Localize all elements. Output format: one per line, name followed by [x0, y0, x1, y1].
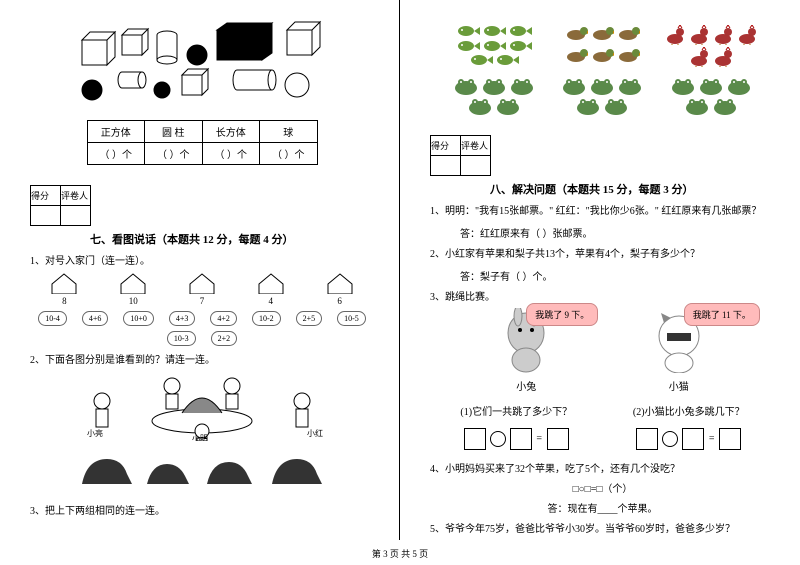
- q8-1-answer[interactable]: 答：红红原来有（ ）张邮票。: [460, 225, 775, 240]
- house: 6: [325, 272, 355, 306]
- cloud: 10-5: [337, 311, 366, 326]
- fish-group-1: [444, 25, 544, 67]
- dino-row: [30, 449, 374, 497]
- q8-4: 4、小明妈妈买来了32个苹果，吃了5个，还有几个没吃？: [430, 460, 775, 475]
- q7-1: 1、对号入家门（连一连）。: [30, 252, 374, 267]
- shapes-figure: [30, 20, 374, 110]
- cloud: 2+2: [211, 331, 238, 346]
- th-cylinder: 圆 柱: [145, 121, 203, 143]
- frog-group-3: [661, 77, 761, 115]
- score-label: 得分: [31, 186, 61, 206]
- cat-box: 我跳了 11 下。 小猫: [649, 308, 709, 393]
- house: 10: [118, 272, 148, 306]
- frog-group-1: [444, 77, 544, 115]
- cat-label: 小猫: [649, 378, 709, 393]
- frog-group-2: [552, 77, 652, 115]
- q8-3-sub: (1)它们一共跳了多少下？ (2)小猫比小兔多跳几下？: [430, 403, 775, 418]
- cloud-row: 10-4 4+6 10+0 4+3 4+2 10-2 2+5 10-5 10-3…: [30, 311, 374, 346]
- section-8-title: 八、解决问题（本题共 15 分，每题 3 分）: [490, 181, 775, 197]
- q8-4-answer[interactable]: 答：现在有____个苹果。: [430, 500, 775, 515]
- cloud: 2+5: [296, 311, 323, 326]
- score-box-7: 得分评卷人: [30, 185, 374, 226]
- cloud: 4+3: [169, 311, 196, 326]
- cloud: 4+6: [82, 311, 109, 326]
- q8-1: 1、明明："我有15张邮票。" 红红："我比你少6张。" 红红原来有几张邮票？: [430, 202, 775, 217]
- cloud: 10-2: [252, 311, 281, 326]
- chicken-group: [661, 25, 761, 67]
- score-label: 得分: [431, 136, 461, 156]
- cloud: 10-3: [167, 331, 196, 346]
- th-cuboid: 长方体: [202, 121, 260, 143]
- duck-group: [552, 25, 652, 67]
- grader-label: 评卷人: [461, 136, 491, 156]
- kids-figure: 小亮 小明 小红: [30, 371, 374, 444]
- fish-row: [440, 25, 765, 67]
- q8-2-answer[interactable]: 答：梨子有（ ）个。: [460, 268, 775, 283]
- left-column: 正方体 圆 柱 长方体 球 （ ）个 （ ）个 （ ）个 （ ）个 得分评卷人 …: [0, 0, 400, 540]
- th-sphere: 球: [260, 121, 318, 143]
- q8-3b: (2)小猫比小兔多跳几下？: [633, 403, 745, 418]
- q7-2: 2、下面各图分别是谁看到的？请连一连。: [30, 351, 374, 366]
- q8-5: 5、爷爷今年75岁，爸爸比爷爷小30岁。当爷爷60岁时，爸爸多少岁？: [430, 520, 775, 535]
- shapes-count-table: 正方体 圆 柱 长方体 球 （ ）个 （ ）个 （ ）个 （ ）个: [87, 120, 318, 165]
- frog-row: [440, 77, 765, 115]
- svg-text:小明: 小明: [192, 434, 208, 441]
- section-7-title: 七、看图说话（本题共 12 分，每题 4 分）: [90, 231, 374, 247]
- page-footer: 第 3 页 共 5 页: [0, 547, 800, 560]
- house-row: 8 10 7 4 6: [30, 272, 374, 306]
- svg-text:小红: 小红: [307, 428, 323, 438]
- house: 7: [187, 272, 217, 306]
- td-cuboid[interactable]: （ ）个: [202, 143, 260, 165]
- td-sphere[interactable]: （ ）个: [260, 143, 318, 165]
- house: 4: [256, 272, 286, 306]
- speech-bubble-1: 我跳了 9 下。: [526, 303, 598, 326]
- rabbit-label: 小兔: [496, 378, 556, 393]
- grader-label: 评卷人: [61, 186, 91, 206]
- q8-3-boxes[interactable]: = =: [430, 428, 775, 450]
- td-cube[interactable]: （ ）个: [87, 143, 145, 165]
- td-cylinder[interactable]: （ ）个: [145, 143, 203, 165]
- q8-3: 3、跳绳比赛。: [430, 288, 775, 303]
- right-column: 得分评卷人 八、解决问题（本题共 15 分，每题 3 分） 1、明明："我有15…: [400, 0, 800, 540]
- cloud: 4+2: [210, 311, 237, 326]
- q8-4-boxes[interactable]: □○□=□（个）: [430, 480, 775, 495]
- svg-text:小亮: 小亮: [87, 428, 103, 438]
- speech-bubble-2: 我跳了 11 下。: [684, 303, 760, 326]
- th-cube: 正方体: [87, 121, 145, 143]
- shapes-svg: [62, 20, 342, 110]
- q8-2: 2、小红家有苹果和梨子共13个，苹果有4个，梨子有多少个？: [430, 245, 775, 260]
- score-box-8: 得分评卷人: [430, 135, 775, 176]
- house: 8: [49, 272, 79, 306]
- rabbits-figure: 我跳了 9 下。 小兔 我跳了 11 下。 小猫: [450, 308, 755, 393]
- q7-3: 3、把上下两组相同的连一连。: [30, 502, 374, 517]
- q8-3a: (1)它们一共跳了多少下？: [460, 403, 572, 418]
- rabbit-box: 我跳了 9 下。 小兔: [496, 308, 556, 393]
- cloud: 10+0: [123, 311, 154, 326]
- cloud: 10-4: [38, 311, 67, 326]
